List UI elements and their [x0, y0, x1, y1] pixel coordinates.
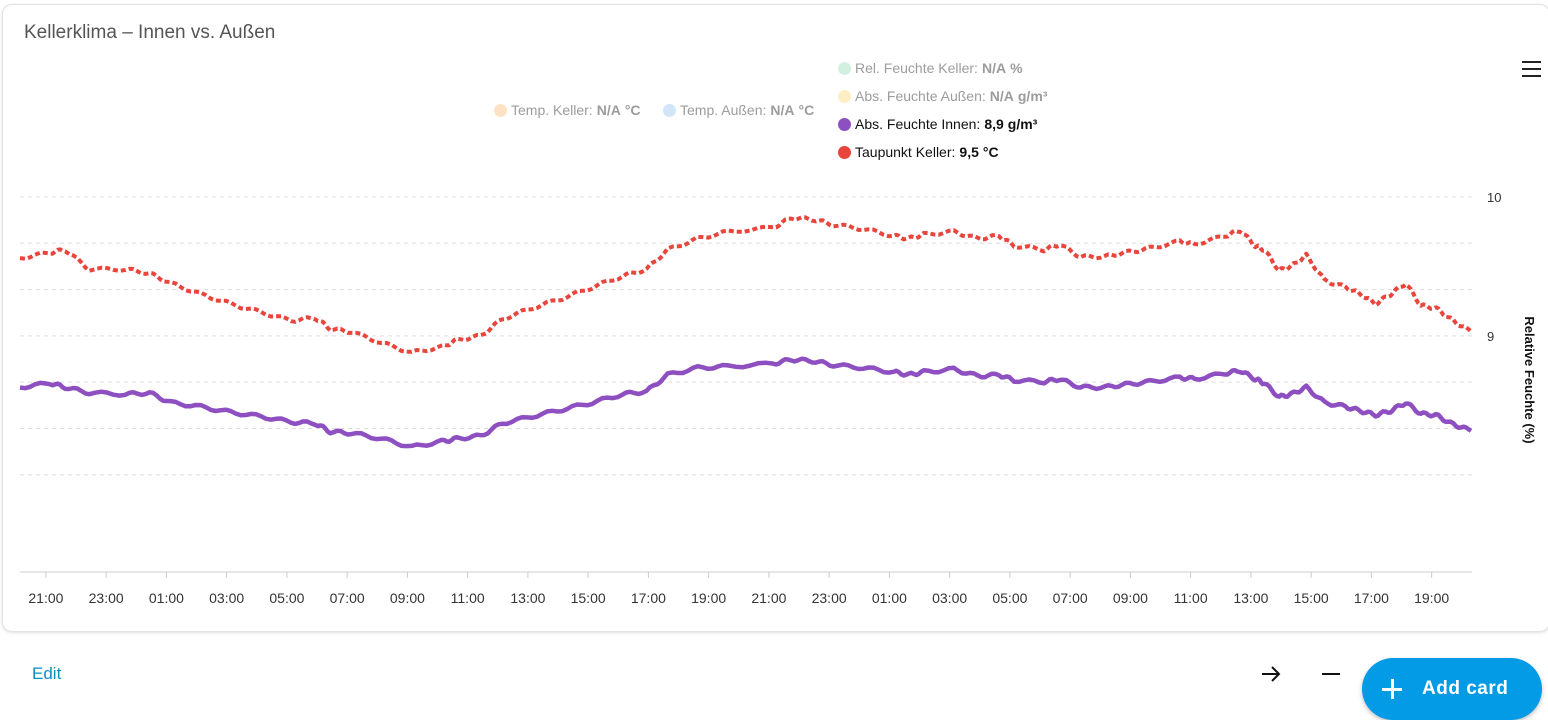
- y-tick-label: 9: [1487, 329, 1494, 344]
- x-tick-label: 09:00: [1113, 590, 1148, 606]
- legend-item[interactable]: Temp. Keller: N/A °C: [494, 102, 641, 118]
- x-tick-label: 13:00: [510, 590, 545, 606]
- line-chart: 21:00 23:00 01:00 03:00 05:00 07:00 09:00 11:00…: [19, 190, 1537, 606]
- legend-unit: °C: [624, 102, 641, 118]
- x-tick-label: 17:00: [1354, 590, 1389, 606]
- x-tick-label: 05:00: [992, 590, 1027, 606]
- x-tick-label: 19:00: [1414, 590, 1449, 606]
- card-title: Kellerklima – Innen vs. Außen: [24, 22, 276, 43]
- x-tick-label: 03:00: [209, 590, 244, 606]
- x-tick-label: 11:00: [1174, 590, 1208, 606]
- footer-bar: [0, 632, 1548, 713]
- y-axis-label: Relative Feuchte (%): [1522, 316, 1537, 443]
- x-tick-label: 09:00: [390, 590, 425, 606]
- legend-marker: [838, 61, 851, 75]
- legend-label: Rel. Feuchte Keller:: [855, 60, 978, 76]
- legend-value: N/A: [981, 60, 1007, 76]
- x-tick-label: 15:00: [571, 590, 606, 606]
- legend-value: 9,5: [959, 144, 979, 160]
- x-tick-label: 11:00: [451, 590, 485, 606]
- legend-label: Taupunkt Keller:: [855, 144, 956, 160]
- y-tick-label: 10: [1487, 190, 1501, 205]
- legend-marker: [838, 145, 851, 159]
- legend-item[interactable]: Taupunkt Keller: 9,5 °C: [838, 144, 999, 160]
- x-tick-label: 05:00: [269, 590, 304, 606]
- x-tick-label: 13:00: [1233, 590, 1268, 606]
- series-line-0: [19, 215, 1473, 354]
- legend-label: Abs. Feuchte Außen:: [855, 88, 986, 104]
- menu-icon[interactable]: [1520, 61, 1544, 81]
- x-tick-label: 23:00: [89, 590, 124, 606]
- x-tick-label: 15:00: [1294, 590, 1329, 606]
- x-tick-label: 07:00: [1053, 590, 1088, 606]
- legend-value: N/A: [596, 102, 621, 118]
- plus-icon: [1382, 679, 1402, 699]
- legend-unit: %: [1010, 60, 1023, 76]
- x-tick-label: 01:00: [149, 590, 184, 606]
- legend-item[interactable]: Abs. Feuchte Außen: N/A g/m³: [838, 88, 1047, 104]
- x-tick-label: 19:00: [691, 590, 726, 606]
- edit-button[interactable]: Edit: [32, 664, 62, 683]
- legend-value: N/A: [770, 102, 795, 118]
- arrow-right-icon[interactable]: [1259, 662, 1283, 686]
- legend-marker: [838, 117, 851, 131]
- x-tick-label: 01:00: [872, 590, 907, 606]
- legend-item[interactable]: Abs. Feuchte Innen: 8,9 g/m³: [838, 116, 1037, 132]
- x-tick-label: 03:00: [932, 590, 967, 606]
- legend-label: Abs. Feuchte Innen:: [855, 116, 981, 132]
- legend-marker: [494, 103, 507, 117]
- legend-value: 8,9: [984, 116, 1004, 132]
- legend-label: Temp. Keller:: [511, 102, 593, 118]
- legend-label: Temp. Außen:: [680, 102, 767, 118]
- x-tick-label: 23:00: [812, 590, 847, 606]
- x-tick-label: 21:00: [28, 590, 63, 606]
- x-tick-label: 21:00: [751, 590, 786, 606]
- add-card-label: Add card: [1422, 678, 1509, 699]
- legend-item[interactable]: Temp. Außen: N/A °C: [663, 102, 814, 118]
- legend-item[interactable]: Rel. Feuchte Keller: N/A%: [838, 60, 1023, 76]
- chart-card: Kellerklima – Innen vs. Außen: [2, 4, 1548, 632]
- minus-icon[interactable]: [1320, 662, 1342, 686]
- legend-unit: g/m³: [1017, 88, 1048, 104]
- x-tick-label: 17:00: [631, 590, 666, 606]
- x-tick-label: 07:00: [330, 590, 365, 606]
- legend-unit: °C: [982, 144, 999, 160]
- legend-marker: [838, 89, 851, 103]
- legend-value: N/A: [989, 88, 1014, 104]
- legend-marker: [663, 103, 676, 117]
- add-card-button[interactable]: Add card: [1362, 658, 1542, 720]
- series-line-1: [19, 356, 1473, 449]
- legend-unit: °C: [798, 102, 815, 118]
- legend-unit: g/m³: [1007, 116, 1038, 132]
